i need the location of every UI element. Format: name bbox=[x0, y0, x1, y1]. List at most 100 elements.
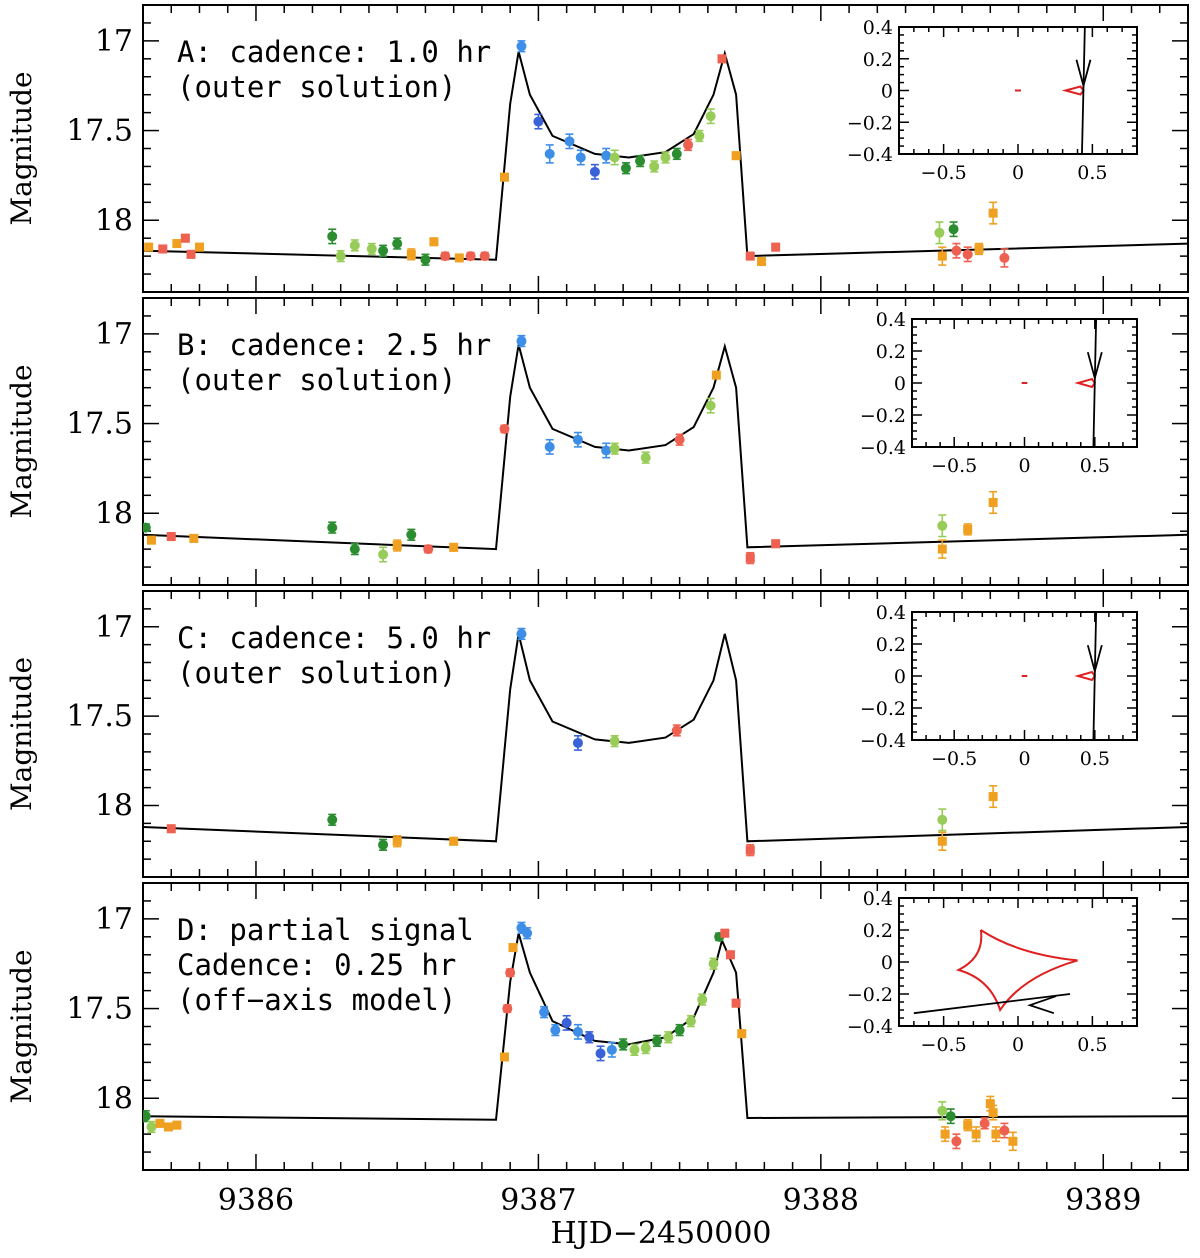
data-point bbox=[194, 242, 204, 252]
data-point bbox=[948, 224, 959, 235]
data-point bbox=[327, 231, 338, 242]
x-tick-label: 9386 bbox=[218, 1183, 294, 1218]
data-point bbox=[500, 172, 510, 182]
y-tick-label: 17 bbox=[95, 902, 133, 937]
data-point bbox=[937, 1105, 948, 1116]
data-point bbox=[454, 253, 464, 263]
data-point bbox=[335, 251, 346, 262]
data-point bbox=[685, 1016, 696, 1027]
data-point bbox=[166, 824, 176, 834]
data-point bbox=[745, 553, 755, 563]
data-point bbox=[144, 242, 154, 252]
data-point bbox=[717, 54, 727, 64]
panel-label: (outer solution) bbox=[177, 363, 456, 397]
data-point bbox=[601, 445, 612, 456]
data-point bbox=[609, 152, 620, 163]
y-axis-label: Magnitude bbox=[5, 364, 38, 518]
inset-x-tick-label: 0.5 bbox=[1077, 1034, 1107, 1056]
data-point bbox=[572, 1026, 583, 1037]
inset-D: −0.5 0 0.5 0.4 0.2 0 −0.2 −0.4 bbox=[847, 888, 1138, 1056]
inset-x-tick-label: −0.5 bbox=[931, 455, 977, 477]
data-point bbox=[499, 423, 510, 434]
trajectory-arrow bbox=[1086, 351, 1103, 382]
data-point bbox=[635, 156, 646, 167]
data-point bbox=[962, 249, 973, 260]
inset-y-tick-label: −0.2 bbox=[847, 112, 893, 134]
y-tick-label: 17.5 bbox=[66, 992, 133, 1027]
data-points bbox=[166, 627, 998, 857]
data-point bbox=[711, 370, 721, 380]
data-point bbox=[544, 441, 555, 452]
y-axis-label: Magnitude bbox=[5, 657, 38, 811]
data-point bbox=[440, 251, 451, 262]
data-point bbox=[988, 208, 998, 218]
data-point bbox=[640, 1043, 651, 1054]
inset-y-tick-label: 0.2 bbox=[863, 49, 893, 71]
data-point bbox=[971, 1129, 981, 1139]
x-axis-label: HJD−2450000 bbox=[551, 1216, 772, 1251]
y-tick-label: 18 bbox=[95, 203, 133, 238]
data-point bbox=[505, 967, 516, 978]
data-point bbox=[378, 549, 389, 560]
inset-frame bbox=[898, 897, 1138, 1027]
y-tick-label: 18 bbox=[95, 496, 133, 531]
inset-y-tick-label: 0 bbox=[881, 952, 893, 974]
data-point bbox=[378, 839, 389, 850]
data-point bbox=[757, 257, 767, 267]
inset-x-tick-label: 0 bbox=[1018, 748, 1030, 770]
inset-x-tick-label: 0 bbox=[1018, 455, 1030, 477]
inset-y-tick-label: 0.4 bbox=[876, 602, 906, 624]
data-point bbox=[564, 136, 575, 147]
inset-y-tick-label: 0.2 bbox=[876, 634, 906, 656]
inset-y-tick-label: −0.2 bbox=[860, 698, 906, 720]
data-point bbox=[392, 541, 402, 551]
inset-y-tick-label: 0 bbox=[894, 373, 906, 395]
inset-frame bbox=[911, 611, 1138, 741]
data-point bbox=[674, 434, 685, 445]
inset-y-tick-label: 0 bbox=[881, 81, 893, 103]
inset-y-tick-label: −0.4 bbox=[860, 437, 906, 459]
model-curve bbox=[143, 932, 1188, 1121]
data-point bbox=[988, 497, 998, 507]
data-point bbox=[572, 737, 583, 748]
data-point bbox=[745, 251, 755, 261]
x-tick-label: 9388 bbox=[783, 1183, 859, 1218]
data-point bbox=[508, 943, 518, 953]
data-point bbox=[155, 1118, 165, 1128]
panel-label: A: cadence: 1.0 hr bbox=[177, 35, 491, 69]
data-point bbox=[143, 1111, 151, 1122]
data-point bbox=[158, 244, 168, 254]
inset-y-tick-label: −0.4 bbox=[860, 730, 906, 752]
data-points bbox=[144, 40, 1010, 268]
data-point bbox=[465, 251, 476, 262]
data-point bbox=[705, 400, 716, 411]
data-point bbox=[539, 1007, 550, 1018]
inset-x-tick-label: 0.5 bbox=[1080, 748, 1110, 770]
panel-C: 17 17.5 18 Magnitude C: cadence: 5.0 hr(oute… bbox=[5, 590, 1189, 878]
data-point bbox=[951, 1136, 962, 1147]
data-point bbox=[963, 1120, 973, 1130]
data-point bbox=[649, 161, 660, 172]
x-tick-label: 9387 bbox=[500, 1183, 576, 1218]
data-point bbox=[618, 1039, 629, 1050]
data-point bbox=[172, 1120, 182, 1130]
data-point bbox=[500, 1052, 510, 1062]
y-tick-label: 17 bbox=[95, 317, 133, 352]
data-point bbox=[146, 1121, 157, 1132]
y-tick-label: 17.5 bbox=[66, 407, 133, 442]
data-point bbox=[934, 227, 945, 238]
data-point bbox=[349, 544, 360, 555]
y-axis-label: Magnitude bbox=[5, 71, 38, 225]
panel-label: (outer solution) bbox=[177, 656, 456, 690]
data-point bbox=[595, 1048, 606, 1059]
model-curve bbox=[143, 49, 1188, 261]
data-point bbox=[937, 836, 947, 846]
panel-A: 17 17.5 18 Magnitude A: cadence: 1.0 hr(oute… bbox=[5, 4, 1189, 293]
data-point bbox=[999, 1125, 1010, 1136]
trajectory-arrow bbox=[1027, 995, 1057, 1015]
data-point bbox=[652, 1035, 663, 1046]
inset-x-tick-label: −0.5 bbox=[921, 162, 967, 184]
data-point bbox=[979, 1118, 990, 1129]
data-point bbox=[516, 41, 527, 52]
data-point bbox=[561, 1017, 572, 1028]
